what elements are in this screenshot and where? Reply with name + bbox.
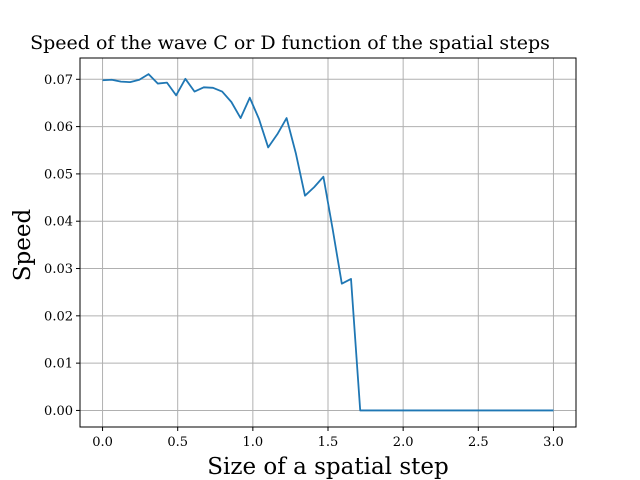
y-tick-label: 0.01: [44, 357, 73, 372]
y-tick-label: 0.03: [44, 262, 73, 277]
x-tick-label: 2.5: [468, 435, 489, 450]
y-tick-label: 0.07: [44, 73, 73, 88]
y-tick-label: 0.04: [44, 215, 73, 230]
y-tick-label: 0.02: [44, 309, 73, 324]
grid: [80, 58, 576, 427]
x-tick-label: 2.0: [393, 435, 414, 450]
x-tick-label: 1.5: [318, 435, 339, 450]
y-axis-label: Speed: [10, 209, 36, 282]
series-line: [102, 73, 554, 412]
x-tick-label: 1.0: [243, 435, 264, 450]
y-tick-label: 0.00: [44, 404, 73, 419]
x-axis-label: Size of a spatial step: [207, 454, 448, 480]
x-tick-label: 0.0: [92, 435, 113, 450]
y-tick-label: 0.05: [44, 167, 73, 182]
x-tick-label: 0.5: [167, 435, 188, 450]
x-tick-label: 3.0: [543, 435, 564, 450]
y-tick-label: 0.06: [44, 120, 73, 135]
x-axis-ticks: 0.0 0.5 1.0 1.5 2.0 2.5 3.0: [92, 427, 564, 450]
chart-title: Speed of the wave C or D function of the…: [30, 32, 550, 54]
y-axis-ticks: 0.00 0.01 0.02 0.03 0.04 0.05 0.06 0.07: [44, 73, 80, 419]
series-layer: [102, 73, 554, 412]
